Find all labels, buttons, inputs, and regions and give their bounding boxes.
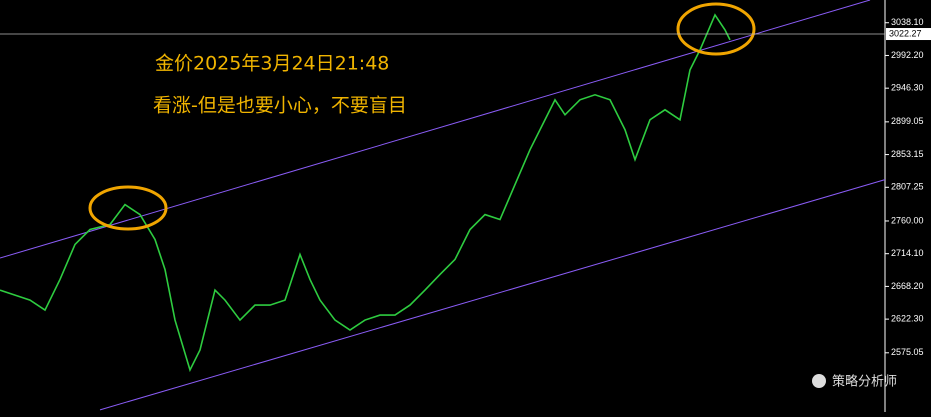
channel-line bbox=[99, 179, 886, 411]
last-price-label: 3022.27 bbox=[889, 28, 922, 38]
watermark: 策略分析师 bbox=[832, 374, 897, 390]
y-tick-label: 2899.05 bbox=[891, 116, 924, 126]
y-tick-label: 2760.00 bbox=[891, 215, 924, 225]
annotation: 看涨-但是也要小心，不要盲目 bbox=[153, 95, 407, 117]
y-tick-label: 2714.10 bbox=[891, 248, 924, 258]
price-line bbox=[0, 13, 731, 373]
y-tick-label: 2668.20 bbox=[891, 281, 924, 291]
y-tick-label: 2575.05 bbox=[891, 347, 924, 357]
y-tick-label: 2622.30 bbox=[891, 313, 924, 323]
y-tick-label: 2807.25 bbox=[891, 182, 924, 192]
y-tick-label: 2992.20 bbox=[891, 50, 924, 60]
last-price-box bbox=[886, 28, 931, 41]
plot bbox=[0, 0, 886, 411]
highlight-circle bbox=[88, 185, 168, 231]
y-tick-label: 3038.10 bbox=[891, 17, 924, 27]
highlight-circle bbox=[676, 2, 756, 56]
annotation: 金价2025年3月24日21:48 bbox=[155, 53, 389, 75]
channel-line bbox=[0, 0, 871, 259]
y-tick-label: 2946.30 bbox=[891, 83, 924, 93]
watermark-icon bbox=[812, 374, 826, 388]
y-tick-label: 2853.15 bbox=[891, 149, 924, 159]
